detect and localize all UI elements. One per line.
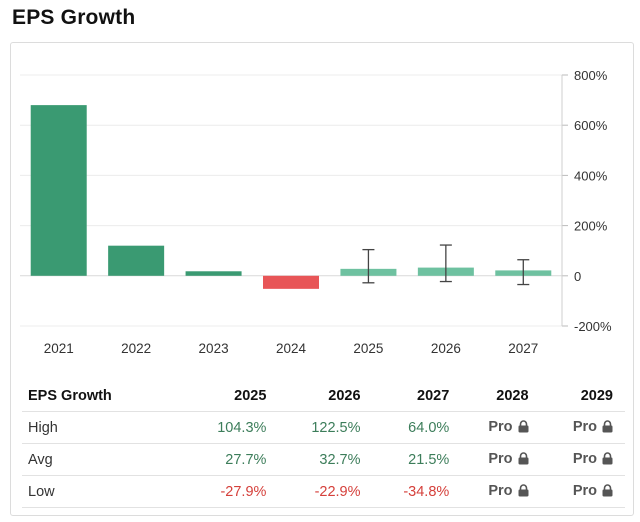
table-header-2026: 2026 (270, 380, 365, 412)
row-label: Low (22, 475, 177, 508)
x-tick-label: 2023 (199, 341, 229, 356)
table-header-2025: 2025 (176, 380, 271, 412)
x-tick-label: 2027 (508, 341, 538, 356)
lock-icon (602, 483, 613, 501)
lock-icon (602, 451, 613, 469)
y-tick-label: 800% (574, 68, 608, 83)
cell-value: 21.5% (364, 443, 454, 476)
pro-label: Pro (488, 418, 513, 435)
x-tick-label: 2024 (276, 341, 307, 356)
pro-label: Pro (488, 482, 513, 499)
y-tick-label: 200% (574, 219, 608, 234)
table-header-2029: 2029 (532, 380, 625, 412)
cell-value: 104.3% (176, 411, 271, 444)
pro-label: Pro (572, 450, 597, 467)
y-tick-label: -200% (574, 319, 612, 334)
row-label: High (22, 411, 177, 444)
cell-value: 27.7% (176, 443, 271, 476)
pro-locked-cell[interactable]: Pro (453, 411, 533, 444)
pro-label: Pro (572, 482, 597, 499)
row-label: Avg (22, 443, 177, 476)
lock-icon (518, 419, 529, 437)
cell-value: 32.7% (270, 443, 365, 476)
lock-icon (518, 483, 529, 501)
pro-locked-cell[interactable]: Pro (532, 411, 625, 444)
bar-2022 (108, 245, 165, 276)
cell-value: -27.9% (176, 475, 271, 508)
eps-growth-chart: 800% 600% 400% 200% 0 -200% 2021 2022 2023 2024 20… (20, 68, 612, 356)
cell-value: -34.8% (364, 475, 454, 508)
bar-2021 (30, 105, 87, 276)
table-header-2028: 2028 (453, 380, 533, 412)
lock-icon (518, 451, 529, 469)
cell-value: 64.0% (364, 411, 454, 444)
pro-locked-cell[interactable]: Pro (453, 443, 533, 476)
table-row-avg: Avg 27.7% 32.7% 21.5% Pro Pro (22, 443, 625, 476)
bar-2023 (185, 271, 242, 276)
table-row-high: High 104.3% 122.5% 64.0% Pro Pro (22, 411, 625, 444)
y-tick-label: 0 (574, 269, 581, 284)
cell-value: -22.9% (270, 475, 365, 508)
x-tick-label: 2022 (121, 341, 151, 356)
eps-growth-table: EPS Growth 2025 2026 2027 2028 2029 High… (22, 380, 625, 508)
x-tick-label: 2025 (353, 341, 383, 356)
pro-locked-cell[interactable]: Pro (532, 443, 625, 476)
y-tick-label: 400% (574, 168, 608, 183)
table-row-low: Low -27.9% -22.9% -34.8% Pro Pro (22, 475, 625, 508)
lock-icon (602, 419, 613, 437)
table-header-row: EPS Growth 2025 2026 2027 2028 2029 (22, 380, 625, 412)
x-tick-label: 2026 (431, 341, 461, 356)
pro-locked-cell[interactable]: Pro (532, 475, 625, 508)
pro-label: Pro (572, 418, 597, 435)
cell-value: 122.5% (270, 411, 365, 444)
table-header-label: EPS Growth (22, 380, 177, 412)
pro-label: Pro (488, 450, 513, 467)
x-tick-label: 2021 (44, 341, 74, 356)
table-header-2027: 2027 (364, 380, 454, 412)
y-tick-label: 600% (574, 118, 608, 133)
bar-2024 (263, 275, 319, 289)
page-title: EPS Growth (12, 6, 136, 29)
pro-locked-cell[interactable]: Pro (453, 475, 533, 508)
